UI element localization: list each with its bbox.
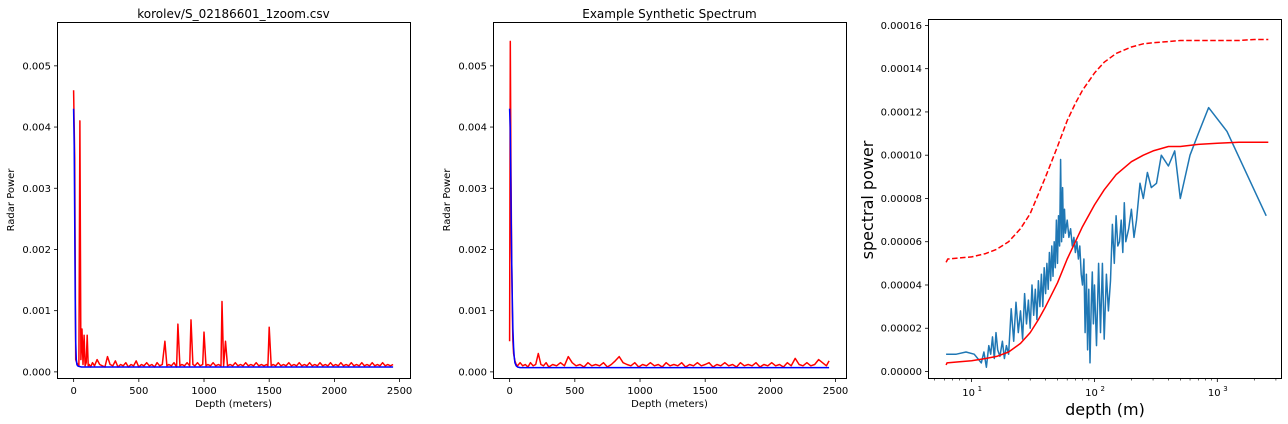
y-tick-label: 0.000: [22, 367, 51, 378]
plot-frame: [493, 22, 847, 379]
x-axis-label: Depth (meters): [631, 399, 708, 410]
y-tick-label: 0.002: [458, 245, 487, 256]
panel-title: korolev/S_02186601_1zoom.csv: [137, 7, 330, 21]
y-tick-label: 0.000: [458, 367, 487, 378]
x-tick-label: 10: [1208, 388, 1221, 399]
y-axis-label: Radar Power: [6, 168, 17, 232]
x-tick-label: 0: [506, 386, 512, 397]
x-tick-label: 2000: [758, 386, 783, 397]
y-tick-label: 0.004: [458, 123, 487, 134]
y-tick-label: 0.004: [22, 123, 51, 134]
y-tick-label: 0.00016: [881, 21, 922, 32]
y-tick-label: 0.001: [22, 306, 51, 317]
y-tick-label: 0.00008: [881, 194, 922, 205]
y-tick-label: 0.00000: [881, 367, 922, 378]
y-axis-label: spectral power: [858, 140, 877, 259]
series-line-0: [946, 106, 1267, 368]
x-tick-label: 10: [1085, 388, 1098, 399]
x-axis-ticks: 0 500 1000 1500 2000 2500: [70, 378, 412, 397]
x-axis-ticks: 0 500 1000 1500 2000 2500: [506, 378, 848, 397]
y-tick-label: 0.00002: [881, 324, 922, 335]
x-axis-ticks: 10 1 10 2 10 3: [934, 378, 1277, 399]
series-line-0: [72, 90, 394, 368]
y-tick-label: 0.00014: [881, 64, 922, 75]
x-tick-label: 1000: [627, 386, 652, 397]
y-axis-ticks: 0.00000 0.00002 0.00004 0.00006 0.00008 0.000…: [881, 21, 929, 378]
x-tick-label: 500: [565, 386, 584, 397]
korolev-radar-panel: korolev/S_02186601_1zoom.csv 0 500 1000 150…: [6, 7, 412, 410]
x-tick-label: 1500: [692, 386, 717, 397]
x-tick-label: 10: [962, 388, 975, 399]
series-line-1: [508, 108, 830, 369]
synthetic-spectrum-panel: Example Synthetic Spectrum 0 500 1000 1500 2…: [442, 7, 848, 410]
series-line-2: [945, 38, 1269, 263]
y-tick-label: 0.00010: [881, 151, 922, 162]
x-axis-label: depth (m): [1065, 400, 1145, 419]
x-tick-label: 2500: [387, 386, 412, 397]
x-axis-label: Depth (meters): [195, 399, 272, 410]
y-tick-label: 0.003: [458, 184, 487, 195]
y-tick-label: 0.005: [22, 61, 51, 72]
x-tick-label: 1000: [191, 386, 216, 397]
y-axis-label: Radar Power: [442, 168, 453, 232]
y-tick-label: 0.002: [22, 245, 51, 256]
x-tick-label: 2000: [322, 386, 347, 397]
x-tick-label: 2500: [823, 386, 848, 397]
y-tick-label: 0.00012: [881, 107, 922, 118]
series-layer: [508, 40, 830, 369]
y-axis-ticks: 0.000 0.001 0.002 0.003 0.004 0.005: [458, 61, 494, 378]
x-tick-label: 0: [70, 386, 76, 397]
x-tick-exponent: 2: [1100, 385, 1104, 393]
series-line-1: [72, 108, 394, 368]
series-line-1: [945, 141, 1269, 366]
panel-title: Example Synthetic Spectrum: [582, 7, 757, 21]
y-tick-label: 0.003: [22, 184, 51, 195]
series-line-0: [508, 40, 830, 368]
x-tick-label: 500: [129, 386, 148, 397]
y-axis-ticks: 0.000 0.001 0.002 0.003 0.004 0.005: [22, 61, 58, 378]
y-tick-label: 0.005: [458, 61, 487, 72]
x-tick-exponent: 3: [1223, 385, 1227, 393]
y-tick-label: 0.00004: [881, 280, 922, 291]
series-layer: [945, 38, 1269, 368]
x-tick-exponent: 1: [978, 385, 982, 393]
spectral-power-panel: 10 1 10 2 10 3 0.000000.000020.000040.000060.…: [858, 19, 1282, 419]
series-layer: [72, 90, 394, 368]
y-tick-label: 0.00006: [881, 237, 922, 248]
plot-frame: [928, 19, 1282, 379]
x-tick-label: 1500: [256, 386, 281, 397]
y-tick-label: 0.001: [458, 306, 487, 317]
plot-frame: [57, 22, 411, 379]
